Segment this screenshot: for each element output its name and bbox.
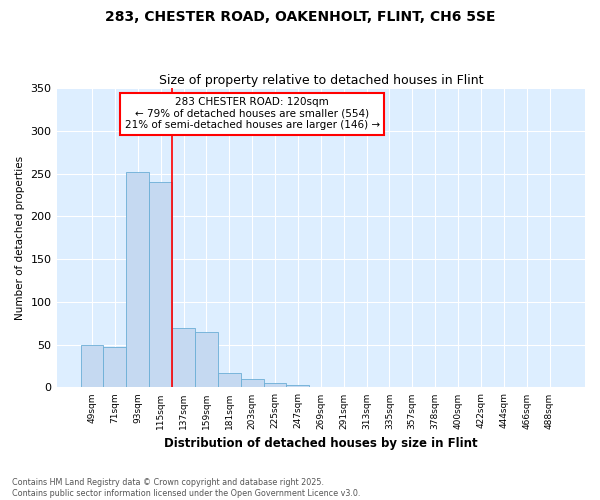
Text: Contains HM Land Registry data © Crown copyright and database right 2025.
Contai: Contains HM Land Registry data © Crown c… bbox=[12, 478, 361, 498]
X-axis label: Distribution of detached houses by size in Flint: Distribution of detached houses by size … bbox=[164, 437, 478, 450]
Bar bbox=[80, 344, 103, 388]
Bar bbox=[263, 383, 286, 388]
Bar bbox=[241, 379, 263, 388]
Bar bbox=[127, 172, 149, 388]
Text: 283 CHESTER ROAD: 120sqm
← 79% of detached houses are smaller (554)
21% of semi-: 283 CHESTER ROAD: 120sqm ← 79% of detach… bbox=[125, 97, 380, 130]
Bar bbox=[310, 386, 332, 388]
Bar bbox=[286, 385, 310, 388]
Title: Size of property relative to detached houses in Flint: Size of property relative to detached ho… bbox=[158, 74, 483, 87]
Bar bbox=[172, 328, 195, 388]
Bar bbox=[149, 182, 172, 388]
Y-axis label: Number of detached properties: Number of detached properties bbox=[15, 156, 25, 320]
Bar bbox=[218, 373, 241, 388]
Bar bbox=[195, 332, 218, 388]
Text: 283, CHESTER ROAD, OAKENHOLT, FLINT, CH6 5SE: 283, CHESTER ROAD, OAKENHOLT, FLINT, CH6… bbox=[105, 10, 495, 24]
Bar bbox=[103, 347, 127, 388]
